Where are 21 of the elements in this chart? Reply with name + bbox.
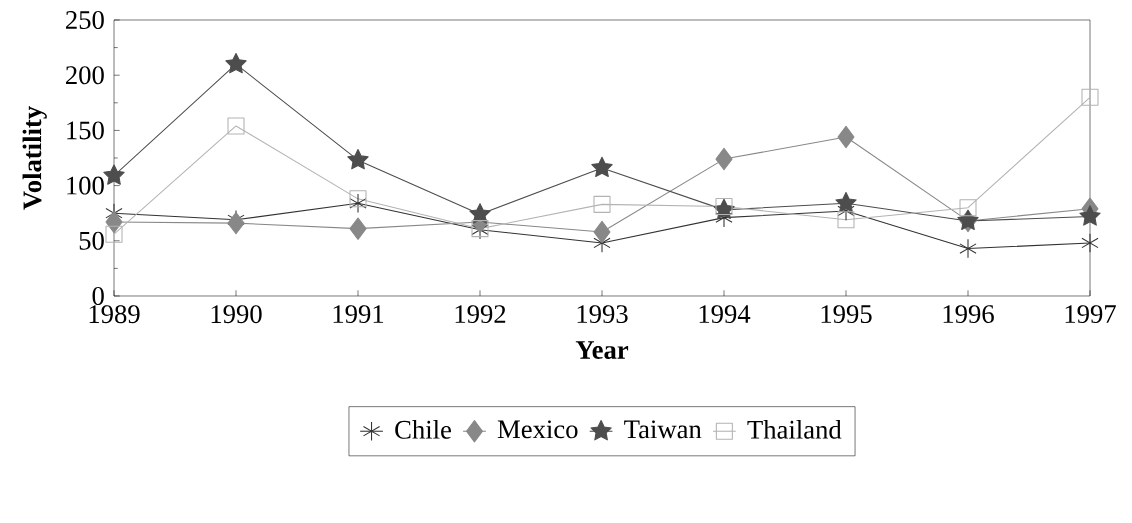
y-tick-label: 0 (92, 286, 104, 305)
x-tick-label: 1991 (333, 305, 384, 324)
x-tick-label: 1997 (1065, 305, 1116, 324)
x-tick-label: 1995 (821, 305, 872, 324)
y-tick-label: 100 (67, 176, 104, 195)
legend-label: Chile (395, 419, 451, 439)
y-tick-label: 200 (66, 66, 104, 85)
x-tick-label: 1996 (943, 305, 994, 324)
legend-label: Thailand (747, 419, 842, 439)
x-tick-label: 1992 (455, 305, 506, 324)
y-tick-label: 50 (79, 231, 104, 250)
y-tick-label: 250 (66, 11, 104, 29)
x-tick-label: 1993 (577, 305, 628, 324)
y-tick-label: 150 (67, 121, 104, 140)
x-tick-label: 1990 (211, 305, 262, 324)
legend-label: Taiwan (624, 420, 702, 439)
legend-label: Mexico (497, 420, 578, 439)
x-tick-label: 1994 (699, 305, 751, 324)
x-axis-title: Year (575, 341, 629, 359)
x-tick-label: 1989 (89, 305, 140, 324)
y-axis-title: Volatility (22, 106, 47, 210)
